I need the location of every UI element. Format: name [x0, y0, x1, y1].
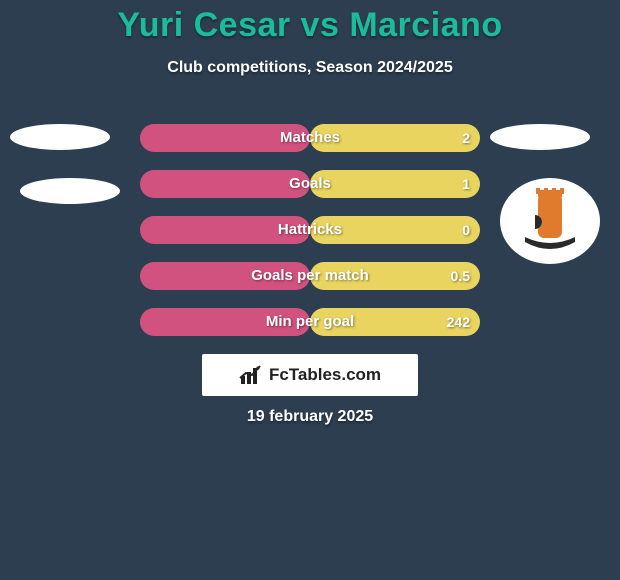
stat-row: Matches2 — [140, 124, 480, 152]
stat-bar-left — [140, 308, 310, 336]
stat-bar-left — [140, 216, 310, 244]
page-subtitle: Club competitions, Season 2024/2025 — [0, 59, 620, 77]
stats-table: Matches2 Goals1 Hattricks0 Goals per match0… — [140, 124, 480, 354]
date-line: 19 february 2025 — [0, 408, 620, 426]
stat-bar-left — [140, 170, 310, 198]
stat-bar-left — [140, 124, 310, 152]
stat-row: Min per goal242 — [140, 308, 480, 336]
stat-row: Goals per match0.5 — [140, 262, 480, 290]
stat-row: Goals1 — [140, 170, 480, 198]
stat-bar-right — [310, 170, 480, 198]
page-title: Yuri Cesar vs Marciano — [0, 0, 620, 45]
stat-bar-right — [310, 124, 480, 152]
player-left-placeholder-0 — [10, 124, 110, 150]
stat-bar-left — [140, 262, 310, 290]
player-right-placeholder-0 — [490, 124, 590, 150]
brand-box[interactable]: FcTables.com — [202, 354, 418, 396]
stat-row: Hattricks0 — [140, 216, 480, 244]
stat-bar-right — [310, 308, 480, 336]
brand-chart-icon — [239, 364, 265, 386]
stat-bar-right — [310, 216, 480, 244]
club-crest-icon — [515, 186, 585, 256]
stat-bar-right — [310, 262, 480, 290]
club-badge-right — [500, 178, 600, 264]
brand-text: FcTables.com — [269, 365, 381, 385]
player-left-placeholder-1 — [20, 178, 120, 204]
